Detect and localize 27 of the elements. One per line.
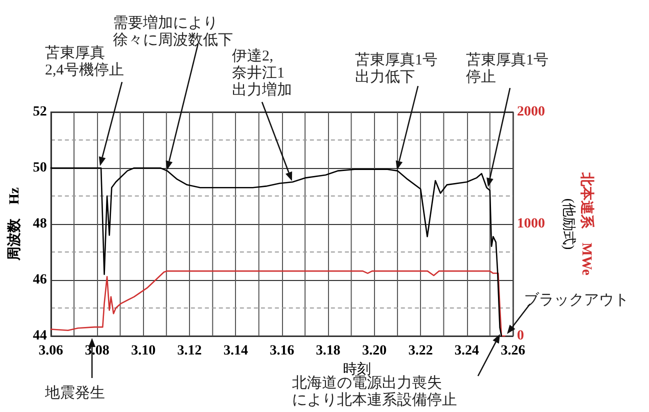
line-series xyxy=(50,270,506,337)
x-tick-label: 3.20 xyxy=(362,344,387,358)
y-tick-label: 52 xyxy=(32,104,47,120)
x-tick-label: 3.16 xyxy=(270,344,294,358)
y-tick-label: 44 xyxy=(32,328,47,344)
x-tick-label: 3.06 xyxy=(38,344,64,358)
x-tick-label: 3.14 xyxy=(223,344,248,358)
text: 需要増加により徐々に周波数低下 xyxy=(113,14,233,48)
text: 北海道の電源出力喪失により北本連系設備停止 xyxy=(292,374,457,408)
x-tick-label: 3.26 xyxy=(500,344,526,358)
x-tick-label: 3.22 xyxy=(408,344,433,358)
y2-tick-label: 1000 xyxy=(517,216,545,232)
y2-axis-title: 北本連系 MWe (他励式) xyxy=(560,172,594,276)
y-axis-title: 周波数 Hz xyxy=(6,187,22,262)
y2-tick-label: 0 xyxy=(517,328,524,344)
text: 伊達2,奈井江1出力増加 xyxy=(232,48,292,98)
text: 地震発生 xyxy=(44,384,105,402)
y-tick-label: 50 xyxy=(32,160,47,176)
y2-tick-label: 2000 xyxy=(517,104,545,120)
x-tick-label: 3.24 xyxy=(454,344,480,358)
y-tick-label: 48 xyxy=(32,216,47,232)
text: 苫東厚真1号出力低下 xyxy=(355,52,438,86)
x-tick-label: 3.18 xyxy=(316,344,340,358)
x-tick-label: 3.12 xyxy=(177,344,202,358)
text: 苫東厚真1号停止 xyxy=(466,52,548,86)
x-tick-label: 3.10 xyxy=(131,344,156,358)
y-tick-label: 46 xyxy=(32,272,47,288)
